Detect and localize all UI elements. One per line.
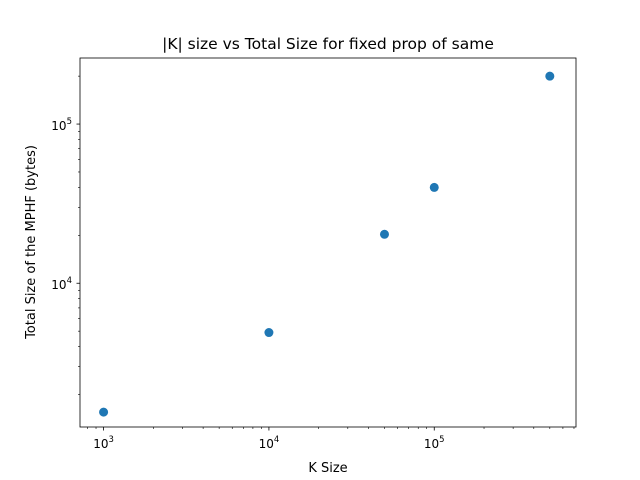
plot-area [79,57,577,428]
data-point [379,229,389,239]
scatter-series [99,71,555,417]
data-point [429,182,439,192]
x-tick-label: 103 [93,435,114,451]
y-tick-label: 105 [51,117,72,133]
x-tick-label: 105 [424,435,445,451]
x-axis-label: K Size [308,461,347,476]
chart-title: |K| size vs Total Size for fixed prop of… [162,35,494,53]
x-tick-label: 104 [259,435,280,451]
data-point [545,71,555,81]
y-tick-label: 104 [51,276,72,292]
y-axis-label: Total Size of the MPHF (bytes) [24,145,39,340]
x-axis: 103 104 105 [87,427,575,451]
y-axis: 104 105 [51,75,80,395]
data-point [264,328,274,338]
data-point [99,407,109,417]
